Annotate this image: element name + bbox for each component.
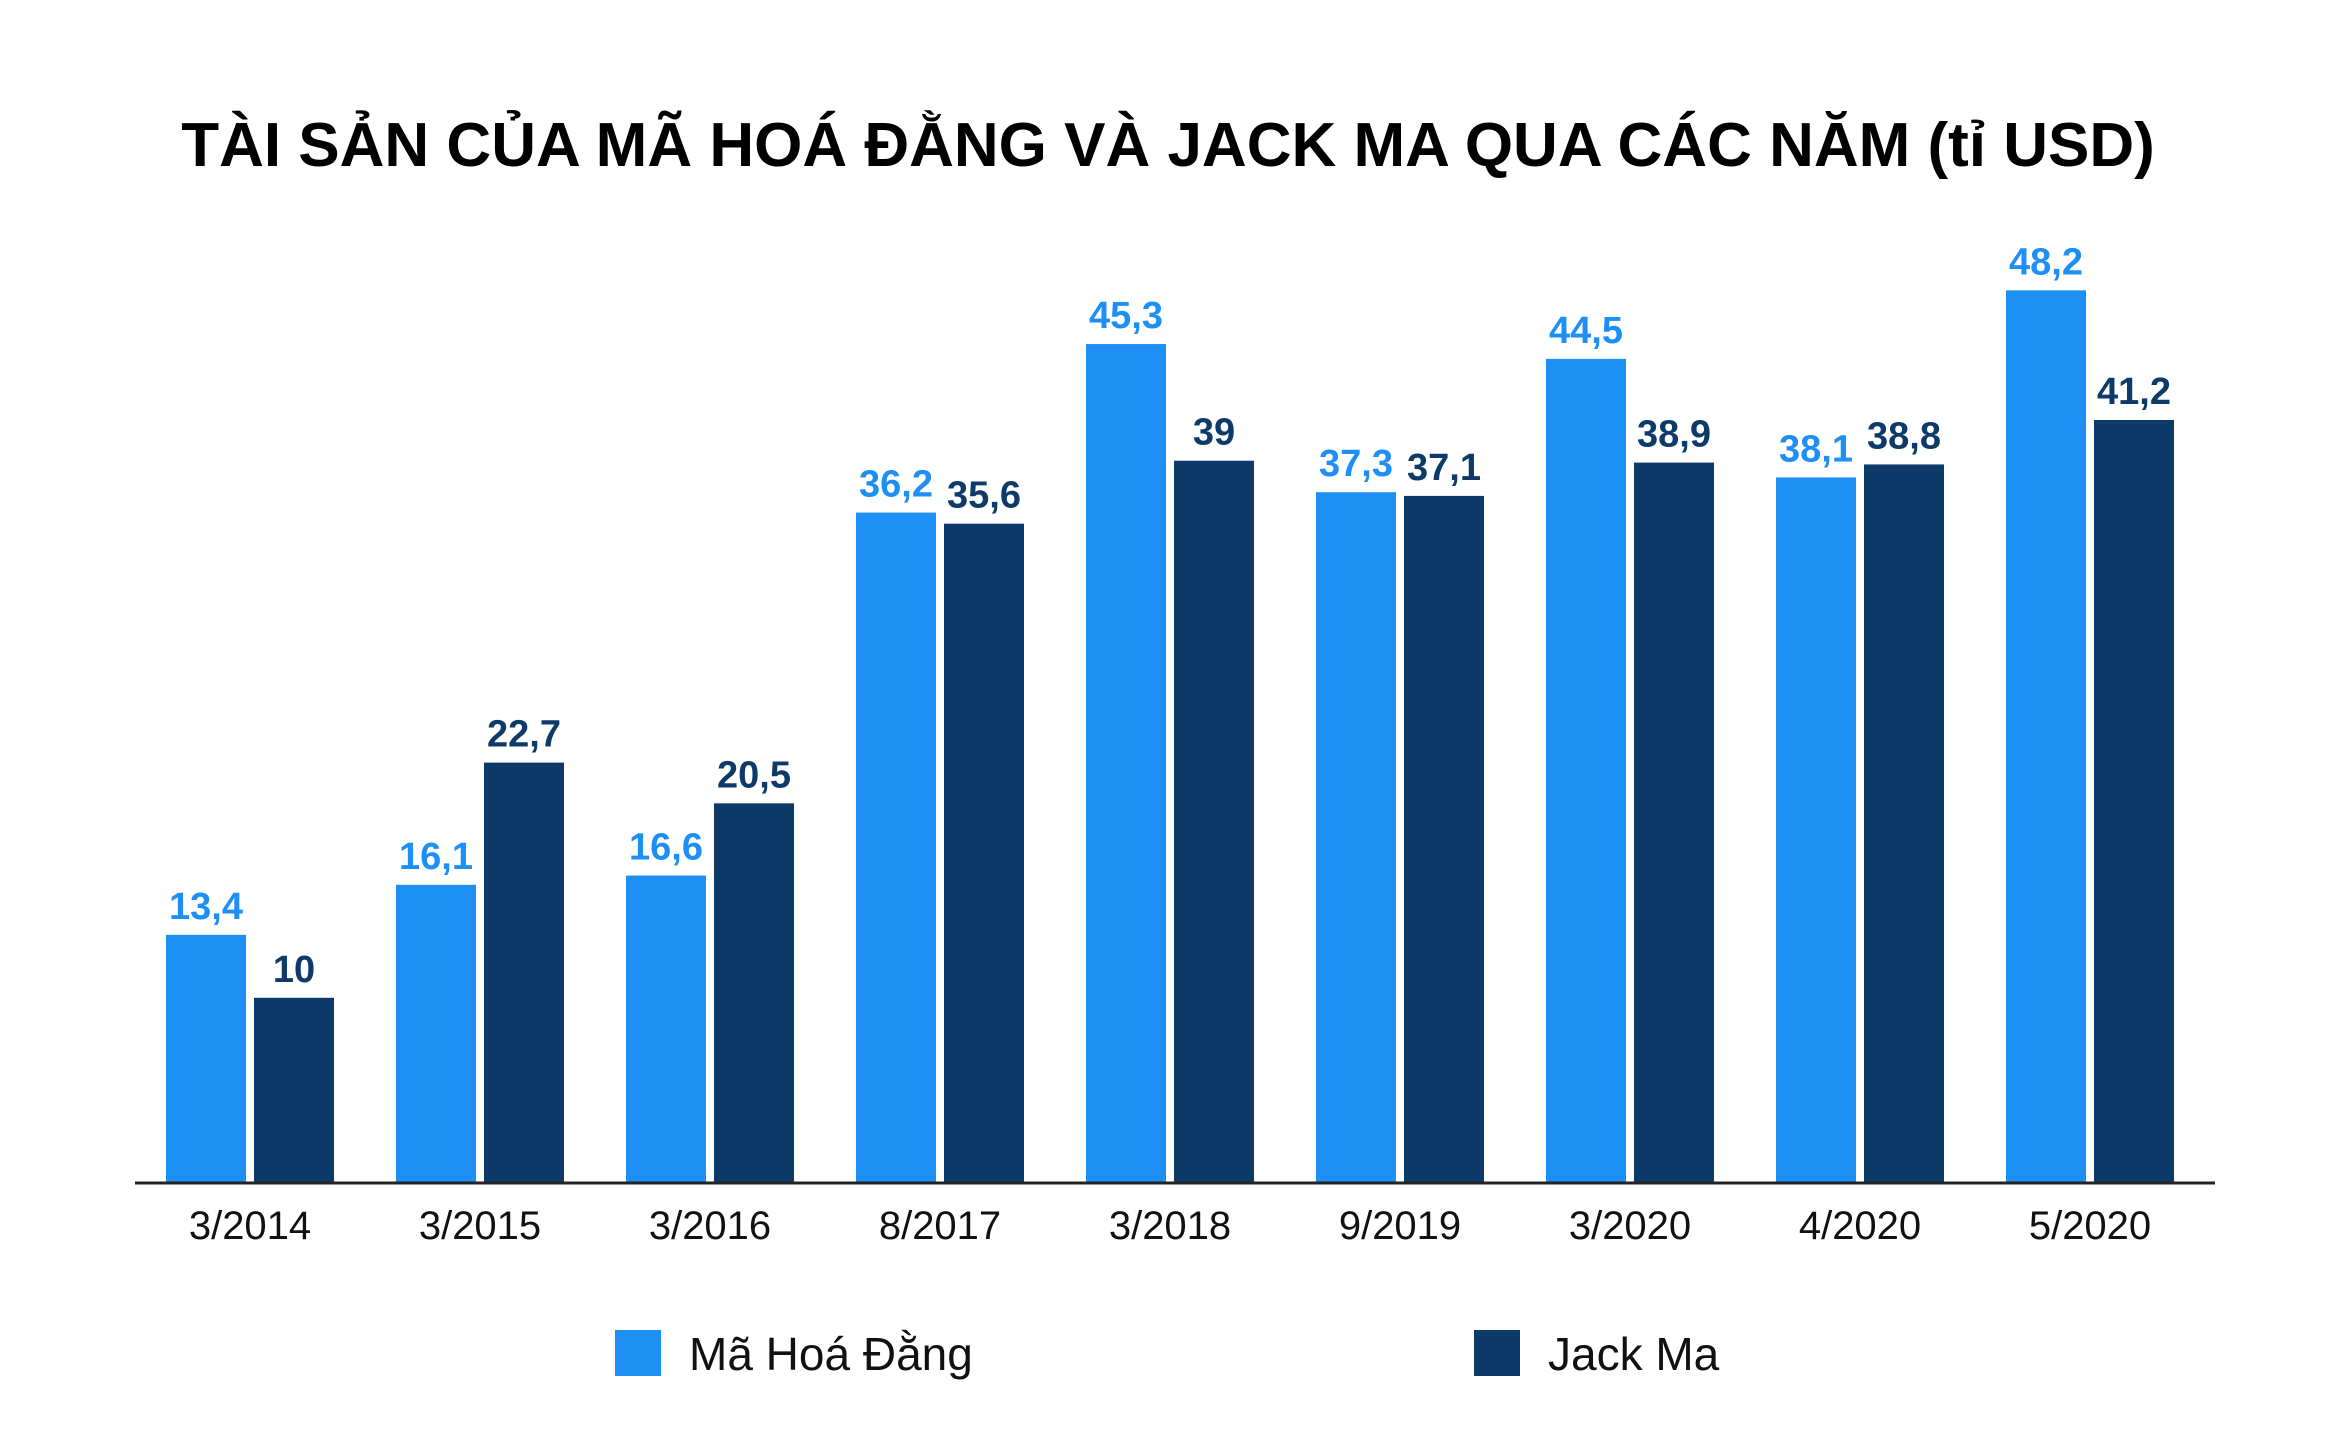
legend-swatch-jack-ma — [1474, 1330, 1520, 1376]
bar-ma-hoa-dang-1 — [396, 884, 476, 1183]
bar-ma-hoa-dang-8 — [2006, 290, 2086, 1183]
x-tick-label-2: 3/2016 — [649, 1204, 771, 1248]
bar-jack-ma-1 — [484, 762, 564, 1183]
legend-swatch-ma-hoa-dang — [615, 1330, 661, 1376]
x-tick-labels: 3/2014 3/2015 3/2016 8/2017 3/2018 9/2019 3/20… — [189, 1204, 2151, 1248]
legend-label-jack-ma: Jack Ma — [1548, 1328, 1720, 1380]
data-label-ma-hoa-dang-4: 45,3 — [1089, 295, 1163, 337]
data-label-jack-ma-2: 20,5 — [717, 754, 791, 796]
data-label-ma-hoa-dang-6: 44,5 — [1549, 310, 1623, 352]
data-label-ma-hoa-dang-7: 38,1 — [1779, 428, 1853, 470]
data-label-jack-ma-4: 39 — [1193, 412, 1235, 454]
data-label-ma-hoa-dang-0: 13,4 — [169, 886, 243, 928]
bar-jack-ma-2 — [714, 803, 794, 1183]
bar-ma-hoa-dang-6 — [1546, 358, 1626, 1183]
x-tick-label-6: 3/2020 — [1569, 1204, 1691, 1248]
data-label-ma-hoa-dang-1: 16,1 — [399, 836, 473, 878]
data-label-jack-ma-8: 41,2 — [2097, 371, 2171, 413]
bar-ma-hoa-dang-2 — [626, 875, 706, 1183]
x-tick-label-8: 5/2020 — [2029, 1204, 2151, 1248]
bar-ma-hoa-dang-5 — [1316, 492, 1396, 1184]
x-tick-label-5: 9/2019 — [1339, 1204, 1461, 1248]
data-labels-layer: 13,4 10 16,1 22,7 16,6 20,5 36,2 35,6 45,3 39 37,3… — [169, 241, 2171, 990]
bar-ma-hoa-dang-0 — [166, 934, 246, 1183]
bar-jack-ma-0 — [254, 997, 334, 1183]
data-label-jack-ma-7: 38,8 — [1867, 415, 1941, 457]
data-label-ma-hoa-dang-5: 37,3 — [1319, 443, 1393, 485]
x-tick-label-4: 3/2018 — [1109, 1204, 1231, 1248]
x-tick-label-7: 4/2020 — [1799, 1204, 1921, 1248]
bar-jack-ma-8 — [2094, 419, 2174, 1183]
bar-jack-ma-7 — [1864, 464, 1944, 1183]
data-label-jack-ma-5: 37,1 — [1407, 447, 1481, 489]
bar-jack-ma-5 — [1404, 495, 1484, 1184]
bar-ma-hoa-dang-4 — [1086, 344, 1166, 1183]
bar-ma-hoa-dang-7 — [1776, 477, 1856, 1183]
data-label-ma-hoa-dang-8: 48,2 — [2009, 241, 2083, 283]
data-label-jack-ma-6: 38,9 — [1637, 414, 1711, 456]
data-label-jack-ma-3: 35,6 — [947, 475, 1021, 517]
bar-jack-ma-4 — [1174, 460, 1254, 1184]
data-label-ma-hoa-dang-2: 16,6 — [629, 827, 703, 869]
legend: Mã Hoá Đằng Jack Ma — [615, 1328, 1720, 1380]
data-label-ma-hoa-dang-3: 36,2 — [859, 464, 933, 506]
data-label-jack-ma-1: 22,7 — [487, 714, 561, 756]
x-tick-label-0: 3/2014 — [189, 1204, 311, 1248]
legend-label-ma-hoa-dang: Mã Hoá Đằng — [689, 1328, 973, 1380]
x-tick-label-3: 8/2017 — [879, 1204, 1001, 1248]
bar-ma-hoa-dang-3 — [856, 512, 936, 1183]
x-tick-label-1: 3/2015 — [419, 1204, 541, 1248]
bars-layer — [166, 290, 2174, 1184]
data-label-jack-ma-0: 10 — [273, 949, 315, 991]
chart-title: TÀI SẢN CỦA MÃ HOÁ ĐẰNG VÀ JACK MA QUA C… — [181, 111, 2155, 180]
bar-jack-ma-6 — [1634, 462, 1714, 1183]
bar-jack-ma-3 — [944, 523, 1024, 1183]
